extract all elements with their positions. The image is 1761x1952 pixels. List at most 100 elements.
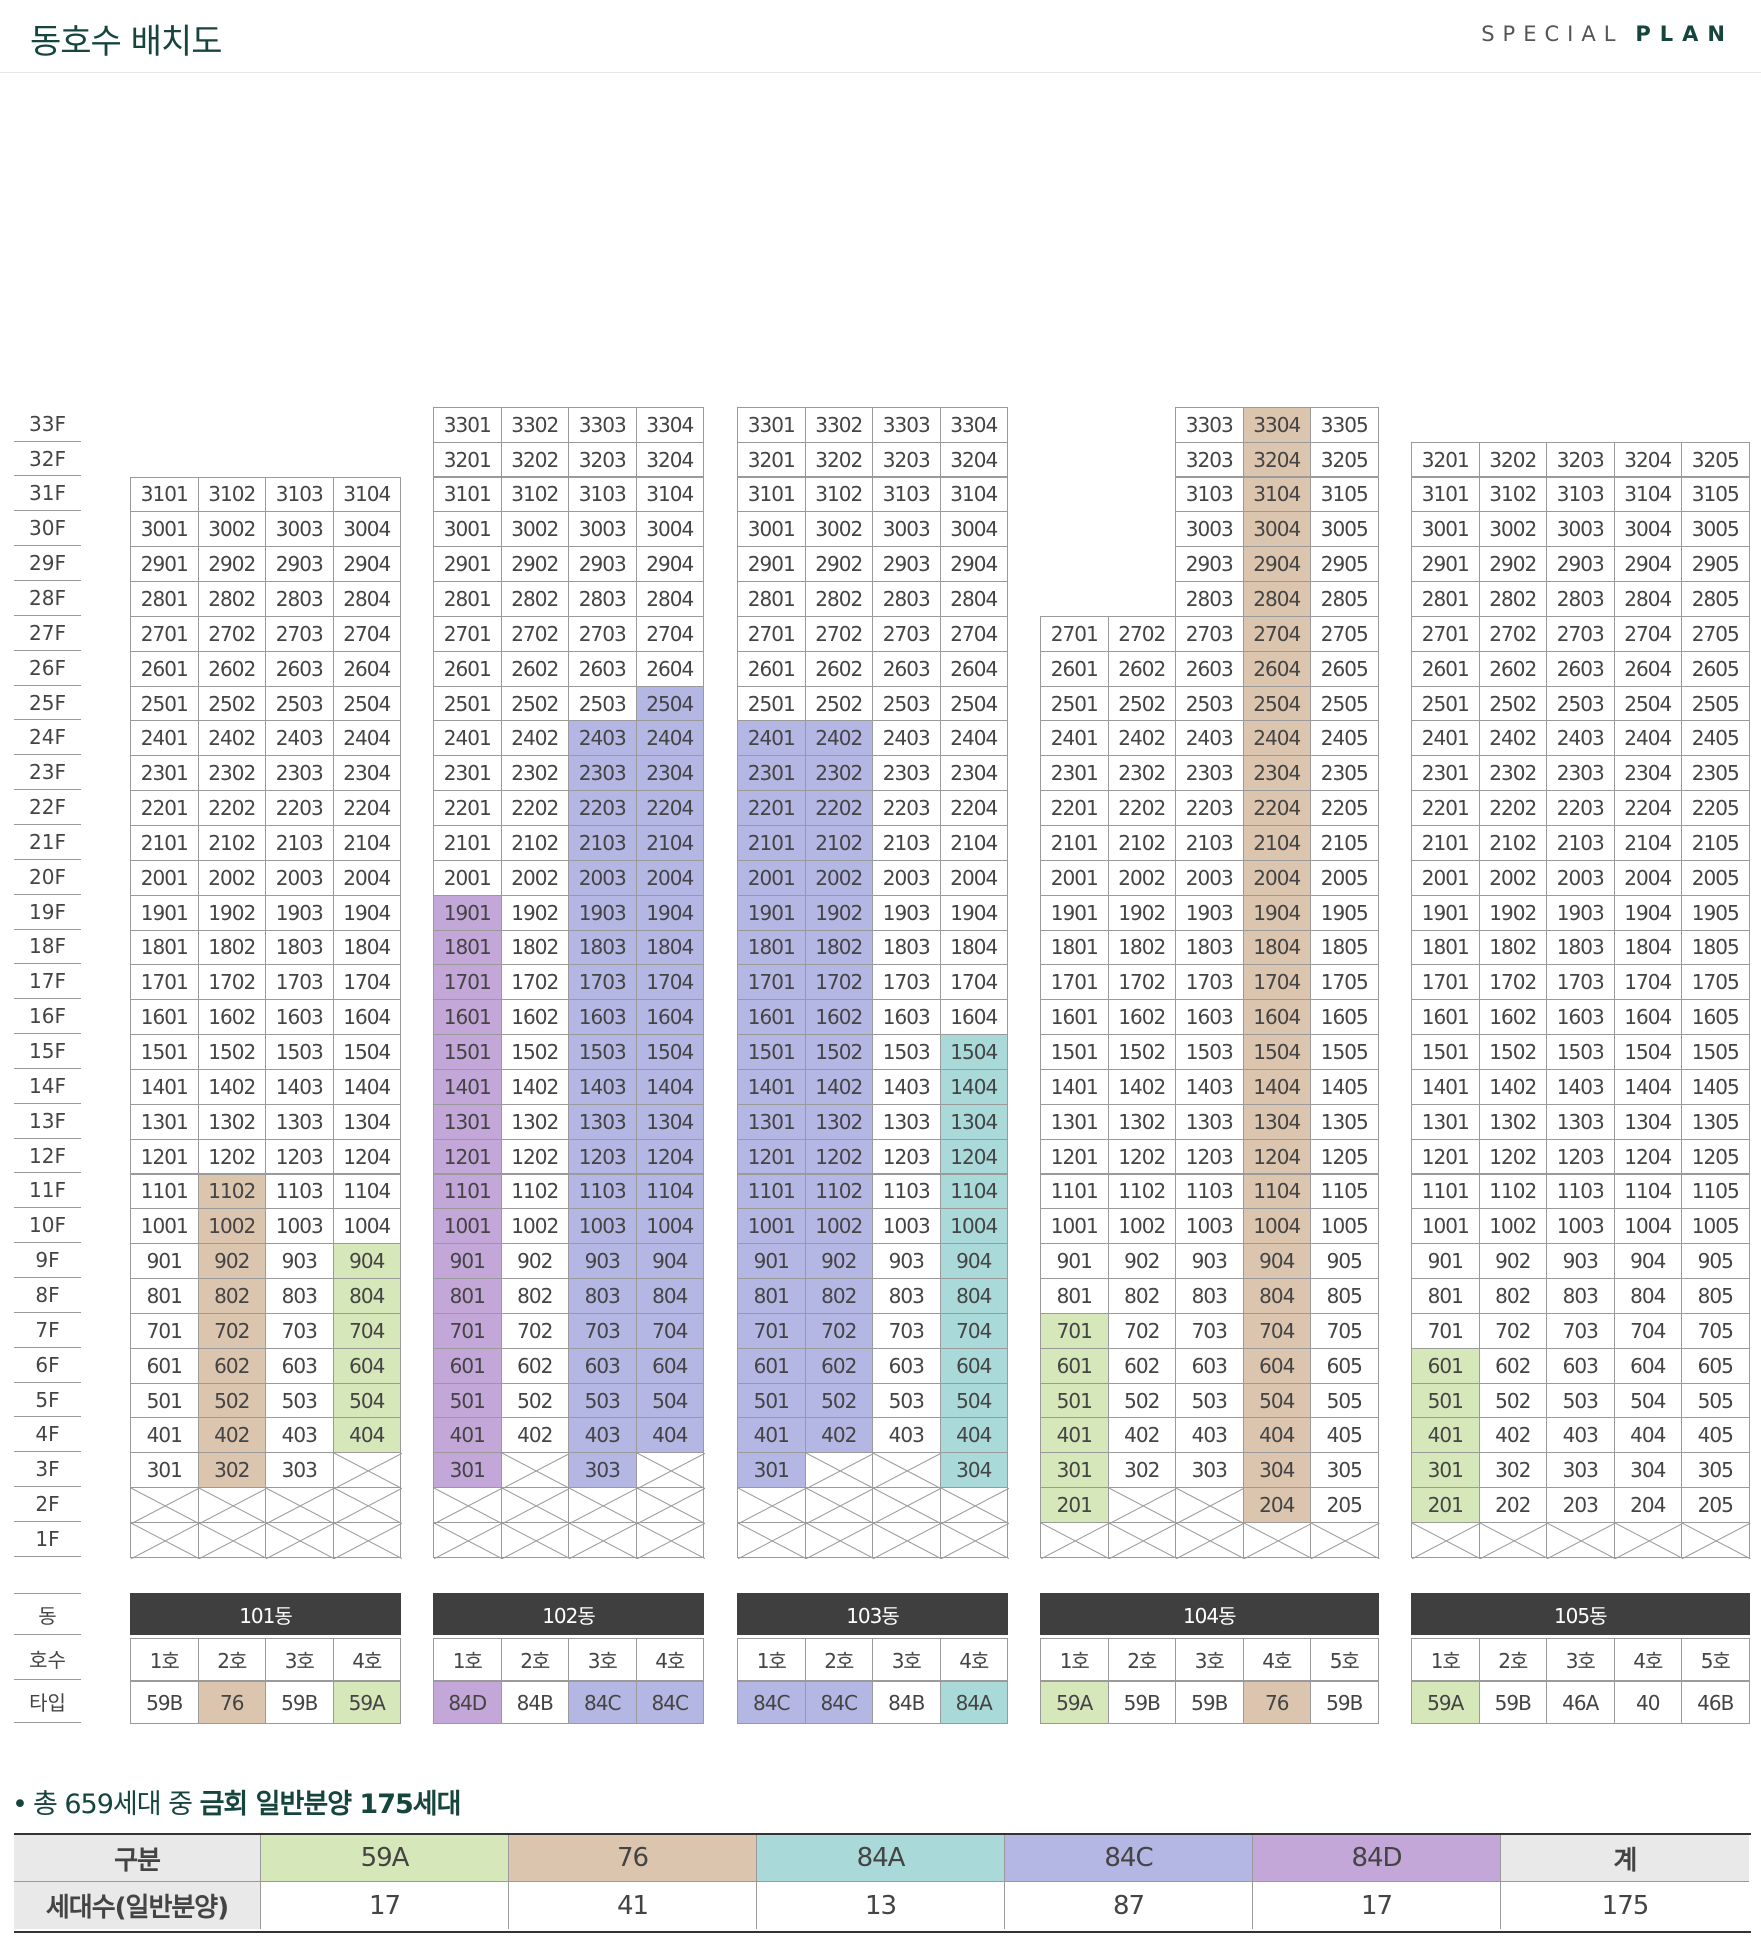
unit-cell: 502 [197,1382,266,1419]
unit-cell: 1604 [1613,999,1682,1036]
unit-cell: 1704 [1242,964,1311,1001]
unit-cell: 2804 [635,581,704,617]
unit-cell: 2903 [568,546,637,583]
unit-cell: 1804 [1242,929,1311,966]
unit-cell: 403 [872,1417,941,1454]
unit-cell: 2304 [939,755,1008,792]
unit-cell: 1803 [1546,929,1615,966]
unit-cell: 2003 [1546,859,1615,896]
unit-cell: 1401 [130,1068,199,1105]
unit-cell: 1704 [332,964,401,1001]
unit-cell: 301 [737,1452,806,1489]
unit-cell: 1502 [1478,1034,1547,1070]
unit-cell: 1204 [1613,1138,1682,1175]
unit-cell: 2705 [1310,615,1379,652]
blocked-unit-cell [500,1522,570,1559]
unit-cell: 2601 [130,650,199,687]
unit-cell: 1103 [265,1173,334,1210]
unit-cell: 402 [1478,1417,1547,1454]
unit-cell: 2804 [1613,581,1682,617]
unit-cell: 3203 [568,441,637,478]
unit-cell: 505 [1310,1382,1379,1419]
unit-cell: 801 [433,1278,502,1314]
unit-cell: 3003 [872,511,941,548]
unit-number-cell: 2호 [804,1638,873,1681]
unit-cell: 904 [635,1243,704,1280]
unit-cell: 2001 [433,859,502,896]
unit-cell: 3301 [433,406,502,443]
unit-type-cell: 59B [265,1681,334,1724]
unit-cell: 1101 [130,1173,199,1210]
unit-cell: 3102 [1478,476,1547,513]
blocked-unit-cell [1175,1487,1245,1524]
unit-cell: 2203 [265,790,334,826]
unit-cell: 1002 [1478,1208,1547,1245]
unit-cell: 2304 [635,755,704,792]
unit-cell: 1903 [1175,894,1244,931]
unit-cell: 2204 [939,790,1008,826]
unit-cell: 2901 [433,546,502,583]
unit-cell: 602 [197,1347,266,1384]
unit-cell: 1102 [804,1173,873,1210]
unit-cell: 2601 [433,650,502,687]
unit-cell: 2004 [332,859,401,896]
unit-number-cell: 1호 [1040,1638,1109,1681]
floor-label: 25F [14,686,81,721]
unit-cell: 1401 [1040,1068,1109,1105]
unit-cell: 1002 [197,1208,266,1245]
unit-cell: 1203 [1175,1138,1244,1175]
unit-cell: 705 [1310,1312,1379,1349]
unit-cell: 701 [433,1312,502,1349]
unit-cell: 2904 [1613,546,1682,583]
blocked-unit-cell [872,1487,942,1524]
floor-label: 21F [14,825,81,860]
unit-number-cell: 1호 [433,1638,502,1681]
unit-cell: 1604 [939,999,1008,1036]
unit-cell: 2203 [1175,790,1244,826]
unit-cell: 901 [1411,1243,1480,1280]
unit-cell: 1103 [1175,1173,1244,1210]
unit-cell: 903 [1546,1243,1615,1280]
unit-cell: 804 [332,1278,401,1314]
unit-cell: 1301 [1411,1103,1480,1140]
unit-cell: 1403 [872,1068,941,1105]
unit-cell: 2202 [197,790,266,826]
unit-cell: 1903 [265,894,334,931]
unit-cell: 1701 [130,964,199,1001]
building-header: 104동 [1040,1593,1379,1635]
unit-cell: 2504 [1613,685,1682,722]
floor-label: 3F [14,1452,81,1488]
unit-cell: 2505 [1310,685,1379,722]
blocked-unit-cell [197,1522,267,1559]
unit-type-cell: 84C [635,1681,704,1724]
unit-cell: 604 [635,1347,704,1384]
unit-cell: 2704 [635,615,704,652]
unit-cell: 1803 [872,929,941,966]
unit-cell: 404 [635,1417,704,1454]
unit-cell: 1302 [1478,1103,1547,1140]
unit-cell: 2104 [1613,825,1682,861]
summary-prefix: 총 659세대 중 [32,1789,200,1820]
unit-cell: 2304 [332,755,401,792]
unit-cell: 3303 [872,406,941,443]
floor-label: 15F [14,1034,81,1069]
blocked-unit-cell [332,1522,402,1559]
unit-cell: 3003 [568,511,637,548]
unit-cell: 2604 [332,650,401,687]
unit-cell: 503 [1546,1382,1615,1419]
unit-cell: 2602 [804,650,873,687]
unit-type-cell: 40 [1613,1681,1682,1724]
unit-cell: 1703 [568,964,637,1001]
summary-type-header: 계 [1501,1835,1749,1882]
brand-logo: SPECIAL PLAN [1481,22,1734,46]
unit-cell: 3202 [804,441,873,478]
unit-cell: 2702 [1478,615,1547,652]
unit-cell: 603 [1175,1347,1244,1384]
unit-cell: 2304 [1613,755,1682,792]
unit-cell: 204 [1242,1487,1311,1523]
unit-cell: 1105 [1310,1173,1379,1210]
unit-cell: 401 [130,1417,199,1454]
unit-cell: 3002 [197,511,266,548]
blocked-unit-cell [804,1522,874,1559]
unit-cell: 1401 [737,1068,806,1105]
